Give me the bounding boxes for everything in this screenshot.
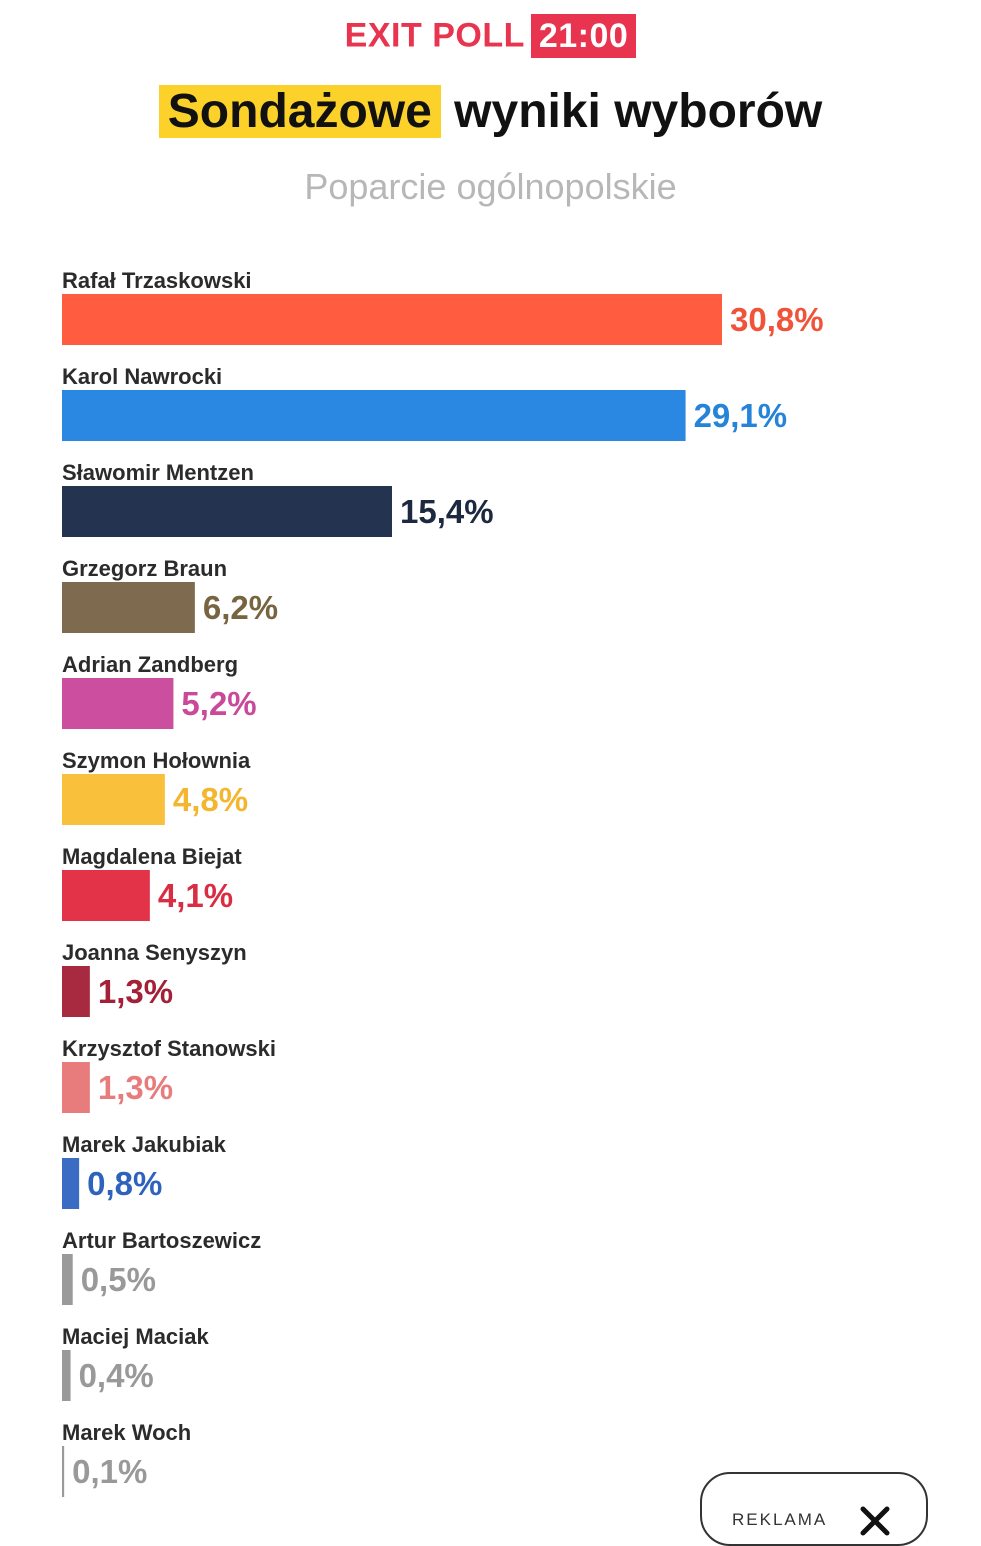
page-title: Sondażowe wyniki wyborów bbox=[0, 84, 981, 139]
result-value-label: 0,1% bbox=[72, 1453, 147, 1490]
result-value-label: 4,1% bbox=[158, 877, 233, 914]
exit-poll-label: EXIT POLL bbox=[344, 16, 525, 55]
result-bar bbox=[62, 390, 686, 441]
candidate-name: Marek Woch bbox=[62, 1420, 191, 1445]
result-value-label: 4,8% bbox=[173, 781, 248, 818]
candidate-name: Artur Bartoszewicz bbox=[62, 1228, 261, 1253]
result-bar bbox=[62, 582, 195, 633]
title-rest: wyniki wyborów bbox=[454, 85, 823, 138]
result-bar bbox=[62, 294, 722, 345]
title-highlight: Sondażowe bbox=[158, 85, 441, 138]
result-value-label: 6,2% bbox=[203, 589, 278, 626]
result-bar bbox=[62, 1062, 90, 1113]
result-value-label: 1,3% bbox=[98, 973, 173, 1010]
candidate-name: Marek Jakubiak bbox=[62, 1132, 227, 1157]
result-value-label: 5,2% bbox=[181, 685, 256, 722]
time-badge: 21:00 bbox=[530, 14, 637, 58]
result-bar bbox=[62, 870, 150, 921]
result-value-label: 29,1% bbox=[694, 397, 788, 434]
close-icon[interactable] bbox=[858, 1504, 892, 1538]
result-bar bbox=[62, 966, 90, 1017]
candidate-name: Magdalena Biejat bbox=[62, 844, 242, 869]
candidate-name: Adrian Zandberg bbox=[62, 652, 238, 677]
candidate-name: Krzysztof Stanowski bbox=[62, 1036, 276, 1061]
result-value-label: 0,5% bbox=[81, 1261, 156, 1298]
result-value-label: 1,3% bbox=[98, 1069, 173, 1106]
result-bar bbox=[62, 1254, 73, 1305]
result-value-label: 0,4% bbox=[79, 1357, 154, 1394]
candidate-name: Grzegorz Braun bbox=[62, 556, 227, 581]
candidate-name: Sławomir Mentzen bbox=[62, 460, 254, 485]
result-bar bbox=[62, 1350, 71, 1401]
candidate-name: Rafał Trzaskowski bbox=[62, 268, 252, 293]
result-value-label: 0,8% bbox=[87, 1165, 162, 1202]
exit-poll-header: EXIT POLL 21:00 bbox=[0, 14, 981, 58]
result-bar bbox=[62, 678, 174, 729]
candidate-name: Joanna Senyszyn bbox=[62, 940, 247, 965]
result-bar bbox=[62, 774, 165, 825]
chart-subtitle: Poparcie ogólnopolskie bbox=[304, 166, 677, 207]
candidate-name: Szymon Hołownia bbox=[62, 748, 251, 773]
result-bar bbox=[62, 486, 392, 537]
result-value-label: 15,4% bbox=[400, 493, 494, 530]
result-bar bbox=[62, 1446, 65, 1497]
candidate-name: Maciej Maciak bbox=[62, 1324, 210, 1349]
result-value-label: 30,8% bbox=[730, 301, 824, 338]
result-bar bbox=[62, 1158, 80, 1209]
ad-badge[interactable]: REKLAMA bbox=[700, 1472, 928, 1546]
candidate-name: Karol Nawrocki bbox=[62, 364, 222, 389]
ad-label: REKLAMA bbox=[732, 1510, 828, 1529]
